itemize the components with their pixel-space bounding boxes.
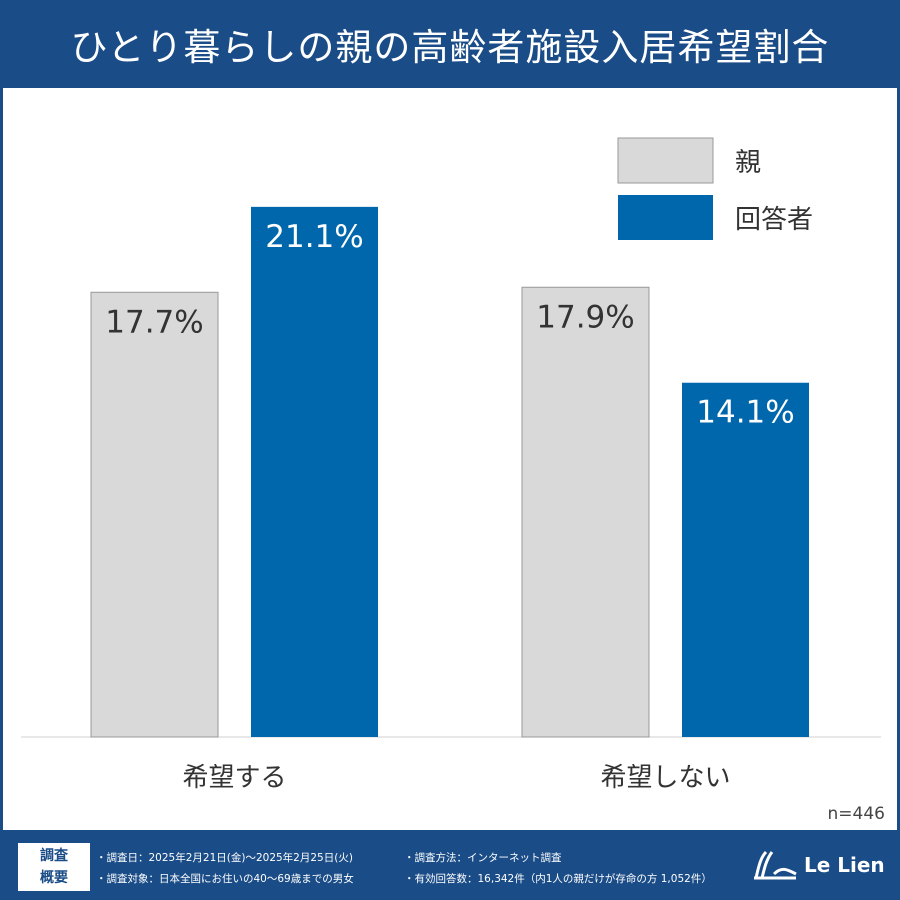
data-label: 17.9%	[536, 299, 634, 335]
chart-title: ひとり暮らしの親の高齢者施設入居希望割合	[70, 26, 830, 69]
survey-responses: ・有効回答数：16,342件（内1人の親だけが存命の方 1,052件）	[404, 873, 712, 885]
survey-target: ・調査対象：日本全国にお住いの40～69歳までの男女	[96, 873, 354, 885]
summary-label-line1: 調査	[40, 848, 68, 864]
bar-parent	[90, 291, 219, 738]
legend-swatch	[618, 195, 713, 240]
survey-footer: 調査 概要 ・調査日：2025年2月21日(金)～2025年2月25日(火) ・…	[0, 830, 900, 900]
bar-parent	[521, 286, 650, 738]
logo-mark-icon	[754, 850, 797, 880]
survey-date: ・調査日：2025年2月21日(金)～2025年2月25日(火)	[96, 852, 353, 864]
survey-method: ・調査方法：インターネット調査	[404, 852, 562, 864]
legend-label: 回答者	[735, 205, 813, 235]
category-label: 希望しない	[600, 763, 730, 793]
summary-label-line2: 概要	[40, 870, 68, 886]
legend-swatch	[617, 137, 714, 184]
survey-summary-label: 調査 概要	[18, 843, 90, 891]
category-label: 希望する	[182, 763, 286, 793]
le-lien-logo: Le Lien	[752, 848, 885, 882]
data-label: 21.1%	[265, 219, 363, 255]
logo-text: Le Lien	[804, 853, 885, 877]
data-label: 14.1%	[696, 395, 794, 431]
bar-respondent	[251, 206, 378, 738]
data-label: 17.7%	[105, 304, 203, 340]
chart-panel: 17.7% 21.1% 希望する 17.9% 14.1% 希望しない 親回答者 n=446	[3, 88, 897, 830]
sample-size: n=446	[828, 804, 885, 824]
bar-respondent	[682, 382, 809, 737]
legend-label: 親	[735, 148, 761, 178]
